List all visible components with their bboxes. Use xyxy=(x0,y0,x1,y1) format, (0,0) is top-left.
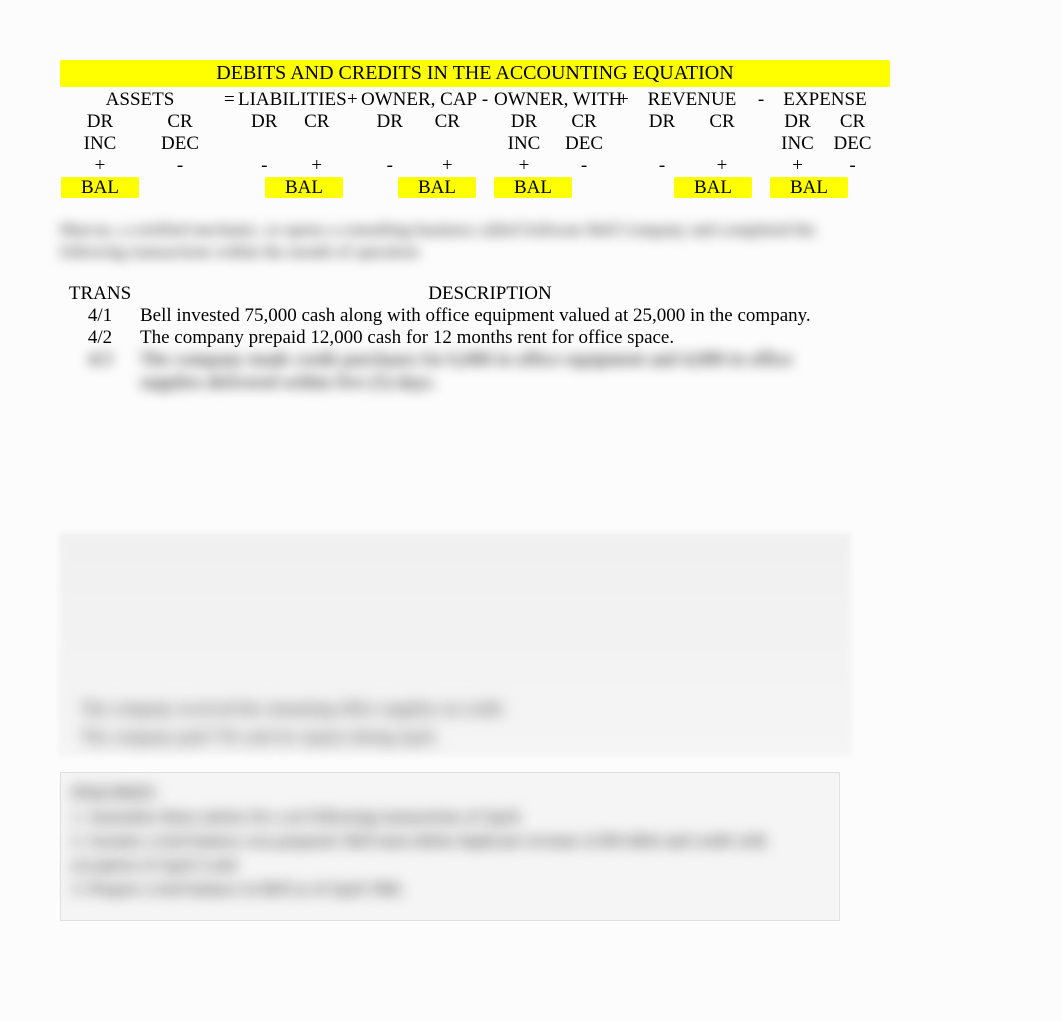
sign-label: + xyxy=(291,155,344,177)
blurred-row: The company received the remaining offic… xyxy=(61,695,849,723)
table-row: 4/1Bell invested 75,000 cash along with … xyxy=(60,305,840,327)
sign-label: + xyxy=(692,155,752,177)
sign-label: + xyxy=(494,155,554,177)
drcr-label: CR xyxy=(140,111,220,133)
bal-label: BAL xyxy=(265,177,343,199)
inquiries-block: INQUIRIES 1. Journalize these entries fo… xyxy=(60,772,840,921)
blurred-table-block: The company received the remaining offic… xyxy=(60,534,850,754)
table-row: 4/3The company made credit purchases for… xyxy=(60,349,840,395)
bal-label: BAL xyxy=(674,177,752,199)
incdec-label: INC xyxy=(494,133,554,155)
equation-indec-row: INCDEC INCDEC INCDEC xyxy=(60,133,890,155)
drcr-label: CR xyxy=(291,111,344,133)
table-header: TRANS DESCRIPTION xyxy=(60,283,840,305)
bal-label: BAL xyxy=(770,177,848,199)
bal-label xyxy=(632,177,674,199)
equation-operator: - xyxy=(476,89,494,111)
transactions-table: TRANS DESCRIPTION 4/1Bell invested 75,00… xyxy=(60,283,840,394)
drcr-label: DR xyxy=(770,111,825,133)
incdec-label: DEC xyxy=(825,133,880,155)
sign-label: + xyxy=(60,155,140,177)
bal-label xyxy=(140,177,220,199)
equation-section-name: EXPENSE xyxy=(770,89,880,111)
header-description: DESCRIPTION xyxy=(140,283,840,305)
equation-operator: + xyxy=(343,89,361,111)
intro-paragraph: Marcus, a certified mechanic, re-opens a… xyxy=(60,219,840,263)
bal-label: BAL xyxy=(60,177,140,199)
sign-label: - xyxy=(140,155,220,177)
sign-label: - xyxy=(554,155,614,177)
sign-label: - xyxy=(825,155,880,177)
drcr-label: DR xyxy=(494,111,554,133)
incdec-label: INC xyxy=(60,133,140,155)
incdec-label xyxy=(361,133,419,155)
drcr-label: DR xyxy=(238,111,291,133)
page-title: DEBITS AND CREDITS IN THE ACCOUNTING EQU… xyxy=(60,60,890,87)
inquiry-item: 3. Prepare a trial balance in Bell as of… xyxy=(71,877,829,901)
equation-operator: = xyxy=(220,89,238,111)
incdec-label: INC xyxy=(770,133,825,155)
equation-section-name: LIABILITIES xyxy=(238,89,343,111)
equation-bal-row: BAL BAL BAL BAL BAL BAL xyxy=(60,177,890,199)
equation-section-name: ASSETS xyxy=(60,89,220,111)
equation-operator: - xyxy=(752,89,770,111)
incdec-label xyxy=(692,133,752,155)
drcr-label: DR xyxy=(632,111,692,133)
equation-section-name: OWNER, WITH xyxy=(494,89,614,111)
trans-date: 4/2 xyxy=(60,327,140,349)
bal-label xyxy=(572,177,614,199)
sign-label: - xyxy=(238,155,291,177)
bal-label: BAL xyxy=(494,177,572,199)
trans-date: 4/3 xyxy=(60,349,140,395)
incdec-label xyxy=(291,133,344,155)
bal-label xyxy=(361,177,398,199)
bal-label xyxy=(238,177,265,199)
inquiry-item: 2. Assume a trial balance was prepared. … xyxy=(71,829,829,877)
blurred-row: The company paid 750 cash for repairs du… xyxy=(61,723,849,751)
sign-label: + xyxy=(770,155,825,177)
incdec-label xyxy=(632,133,692,155)
drcr-label: CR xyxy=(419,111,477,133)
trans-desc: Bell invested 75,000 cash along with off… xyxy=(140,305,840,327)
equation-drcr-row: DRCRDRCRDRCRDRCRDRCRDRCR xyxy=(60,111,890,133)
bal-label: BAL xyxy=(398,177,476,199)
header-trans: TRANS xyxy=(60,283,140,305)
equation-header-row: ASSETS=LIABILITIES+OWNER, CAP-OWNER, WIT… xyxy=(60,89,890,111)
inquiries-title: INQUIRIES xyxy=(71,781,829,805)
trans-date: 4/1 xyxy=(60,305,140,327)
bal-label xyxy=(848,177,880,199)
drcr-label: CR xyxy=(825,111,880,133)
sign-label: + xyxy=(419,155,477,177)
incdec-label xyxy=(419,133,477,155)
drcr-label: CR xyxy=(554,111,614,133)
sign-label: - xyxy=(361,155,419,177)
inquiry-item: 1. Journalize these entries for a set fo… xyxy=(71,805,829,829)
trans-desc: The company prepaid 12,000 cash for 12 m… xyxy=(140,327,840,349)
drcr-label: DR xyxy=(361,111,419,133)
table-row: 4/2The company prepaid 12,000 cash for 1… xyxy=(60,327,840,349)
incdec-label: DEC xyxy=(554,133,614,155)
trans-desc: The company made credit purchases for 6,… xyxy=(140,349,840,395)
equation-sign-row: +--+-++--++- xyxy=(60,155,890,177)
equation-section-name: OWNER, CAP xyxy=(361,89,476,111)
equation-operator: + xyxy=(614,89,632,111)
drcr-label: CR xyxy=(692,111,752,133)
incdec-label: DEC xyxy=(140,133,220,155)
incdec-label xyxy=(238,133,291,155)
sign-label: - xyxy=(632,155,692,177)
drcr-label: DR xyxy=(60,111,140,133)
equation-section-name: REVENUE xyxy=(632,89,752,111)
